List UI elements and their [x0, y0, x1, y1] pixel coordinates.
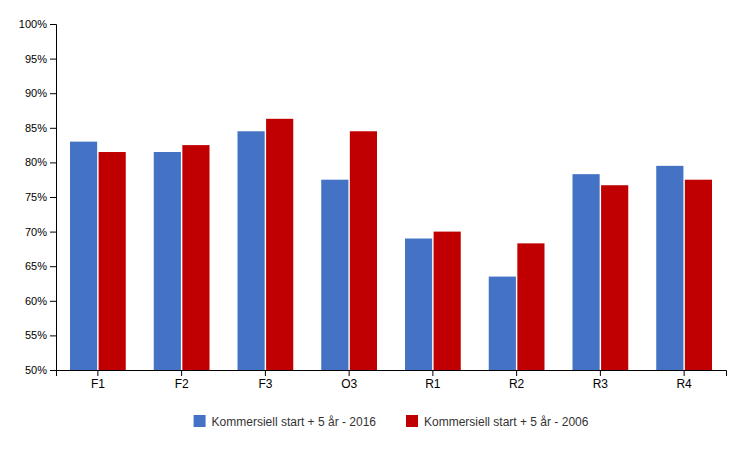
y-tick-label: 55% — [25, 329, 47, 341]
y-tick-label: 80% — [25, 156, 47, 168]
x-tick-label: F3 — [258, 377, 272, 391]
x-tick-label: R3 — [593, 377, 609, 391]
y-tick: 65% — [25, 260, 56, 272]
bar — [517, 243, 544, 370]
y-tick-label: 65% — [25, 260, 47, 272]
bar — [154, 152, 181, 370]
y-tick: 55% — [25, 329, 56, 341]
x-tick-mark — [97, 370, 98, 376]
legend-label: Kommersiell start + 5 år - 2016 — [212, 415, 377, 429]
y-tick-mark — [50, 24, 56, 25]
bar — [685, 180, 712, 370]
bar — [405, 239, 432, 370]
y-tick: 95% — [25, 53, 56, 65]
y-tick-label: 90% — [25, 87, 47, 99]
x-axis-line — [57, 371, 727, 377]
y-tick-label: 60% — [25, 295, 47, 307]
y-tick-label: 75% — [25, 191, 47, 203]
bar — [99, 152, 126, 370]
y-tick: 70% — [25, 226, 56, 238]
x-tick: F2 — [175, 370, 189, 391]
bar — [70, 142, 97, 370]
x-tick: R3 — [593, 370, 609, 391]
y-tick-mark — [50, 266, 56, 267]
x-tick-label: R1 — [425, 377, 441, 391]
y-tick-label: 95% — [25, 53, 47, 65]
legend-swatch — [406, 415, 418, 427]
y-axis: 50% 55% 60% 65% 70% 75% 80% 85% 90% 95% 100% — [19, 18, 57, 376]
bar-series — [70, 131, 683, 370]
bar — [656, 166, 683, 370]
y-tick-mark — [50, 301, 56, 302]
x-tick: R2 — [509, 370, 525, 391]
bars — [70, 119, 712, 370]
y-tick: 90% — [25, 87, 56, 99]
y-tick-label: 50% — [25, 364, 47, 376]
y-tick: 50% — [25, 364, 56, 376]
bar — [237, 131, 264, 370]
y-tick-mark — [50, 93, 56, 94]
y-tick-label: 70% — [25, 226, 47, 238]
y-axis-line — [50, 25, 57, 371]
bar — [434, 232, 461, 370]
legend-label: Kommersiell start + 5 år - 2006 — [424, 415, 589, 429]
y-tick-label: 85% — [25, 122, 47, 134]
bar — [489, 277, 516, 370]
y-tick: 80% — [25, 156, 56, 168]
x-tick-mark — [600, 370, 601, 376]
x-tick: F1 — [91, 370, 105, 391]
x-tick-label: F2 — [175, 377, 189, 391]
x-tick-mark — [181, 370, 182, 376]
y-tick: 100% — [19, 18, 56, 30]
x-tick-mark — [349, 370, 350, 376]
y-tick: 85% — [25, 122, 56, 134]
x-tick-label: R2 — [509, 377, 525, 391]
legend: Kommersiell start + 5 år - 2016 Kommersie… — [194, 415, 589, 429]
bar — [350, 131, 377, 370]
legend-item: Kommersiell start + 5 år - 2016 — [194, 415, 377, 429]
plot: 50% 55% 60% 65% 70% 75% 80% 85% 90% 95% 100% F1 F2 F3… — [19, 18, 727, 391]
chart: 50% 55% 60% 65% 70% 75% 80% 85% 90% 95% 100% F1 F2 F3… — [0, 0, 750, 450]
legend-item: Kommersiell start + 5 år - 2006 — [406, 415, 589, 429]
legend-swatch — [194, 415, 206, 427]
y-tick: 60% — [25, 295, 56, 307]
x-tick-mark — [684, 370, 685, 376]
x-tick-mark — [516, 370, 517, 376]
y-tick-mark — [50, 232, 56, 233]
x-tick: R1 — [425, 370, 441, 391]
x-axis: F1 F2 F3 O3 R1 R2 R3 R4 — [57, 370, 727, 391]
x-tick: R4 — [676, 370, 692, 391]
y-tick-mark — [50, 197, 56, 198]
bar — [572, 174, 599, 370]
y-tick-label: 100% — [19, 18, 47, 30]
x-tick-mark — [432, 370, 433, 376]
y-tick-mark — [50, 335, 56, 336]
bar — [601, 185, 628, 370]
bar — [266, 119, 293, 370]
bar — [321, 180, 348, 370]
x-tick-label: F1 — [91, 377, 105, 391]
x-tick-label: O3 — [341, 377, 357, 391]
x-tick: O3 — [341, 370, 357, 391]
y-tick: 75% — [25, 191, 56, 203]
y-tick-mark — [50, 128, 56, 129]
x-tick-label: R4 — [676, 377, 692, 391]
x-tick: F3 — [258, 370, 272, 391]
y-tick-mark — [50, 370, 56, 371]
bar-series — [99, 119, 712, 370]
x-tick-mark — [265, 370, 266, 376]
bar — [182, 145, 209, 370]
y-tick-mark — [50, 162, 56, 163]
y-tick-mark — [50, 59, 56, 60]
